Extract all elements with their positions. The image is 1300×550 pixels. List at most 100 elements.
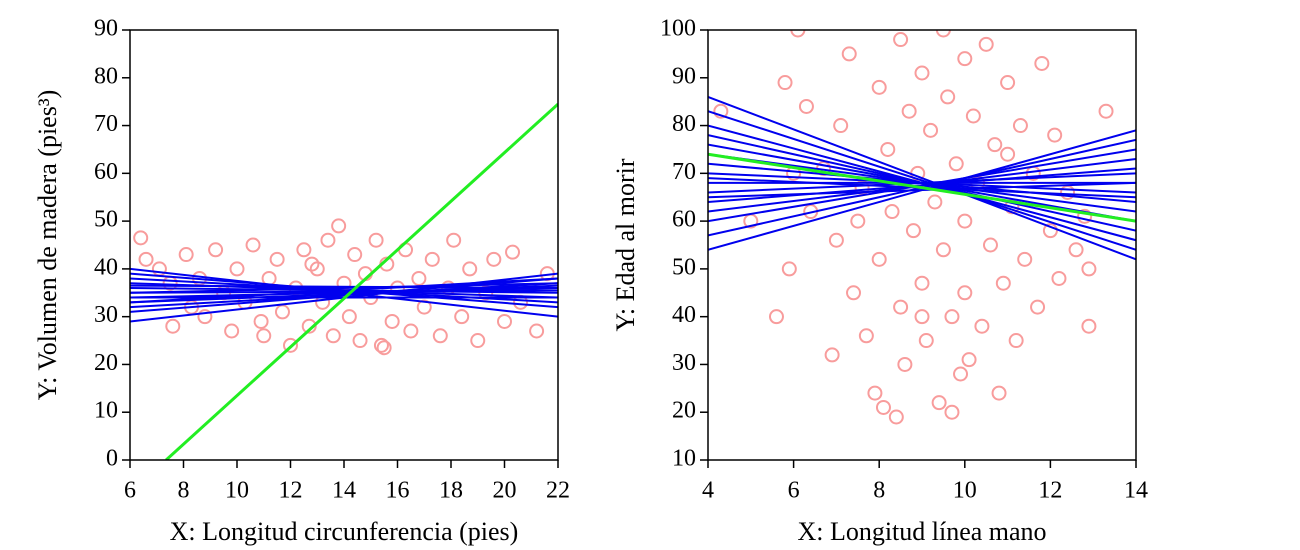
point [871, 251, 887, 267]
point [957, 213, 973, 229]
point [1034, 55, 1050, 71]
point [781, 261, 797, 277]
point [1077, 208, 1093, 224]
point [165, 318, 181, 334]
point [1081, 318, 1097, 334]
fit-line [130, 282, 558, 294]
point [905, 223, 921, 239]
point [833, 118, 849, 134]
y-axis-label: Y: Edad al morir [611, 158, 640, 331]
x-tick-label: 10 [953, 478, 977, 504]
y-tick-label: 50 [672, 254, 696, 280]
point [1017, 251, 1033, 267]
point [940, 89, 956, 105]
y-tick-label: 60 [94, 159, 118, 185]
point [1081, 261, 1097, 277]
y-tick-label: 40 [94, 254, 118, 280]
x-tick-label: 6 [124, 478, 136, 504]
y-tick-label: 50 [94, 207, 118, 233]
y-tick-label: 0 [106, 446, 118, 472]
point [965, 108, 981, 124]
y-tick-label: 80 [94, 63, 118, 89]
point [914, 65, 930, 81]
point [416, 299, 432, 315]
point [331, 218, 347, 234]
x-tick-label: 18 [439, 478, 463, 504]
point [798, 98, 814, 114]
point [138, 251, 154, 267]
x-tick-label: 8 [873, 478, 885, 504]
plot-frame [129, 29, 559, 461]
point [325, 328, 341, 344]
point [1047, 127, 1063, 143]
x-tick-label: 10 [225, 478, 249, 504]
y-tick-label: 90 [94, 16, 118, 42]
fit-line [708, 152, 1136, 223]
x-tick-label: 14 [332, 478, 356, 504]
y-tick-label: 10 [672, 446, 696, 472]
point [897, 356, 913, 372]
y-tick-label: 70 [94, 111, 118, 137]
point [871, 79, 887, 95]
point [497, 313, 512, 329]
point [935, 30, 951, 38]
x-axis-label: X: Longitud circunferencia (pies) [170, 517, 519, 546]
y-tick-label: 30 [94, 302, 118, 328]
point [944, 309, 960, 325]
y-tick-label: 10 [94, 398, 118, 424]
point [320, 232, 336, 248]
point [927, 194, 943, 210]
point [777, 75, 793, 91]
point [790, 30, 806, 38]
point [931, 395, 947, 411]
point [486, 251, 502, 267]
point [914, 275, 930, 291]
point [283, 337, 298, 353]
point [828, 232, 844, 248]
x-tick-label: 4 [702, 478, 714, 504]
point [446, 232, 462, 248]
point [824, 347, 840, 363]
point [368, 232, 384, 248]
point [245, 237, 261, 253]
point [403, 323, 419, 339]
point [867, 385, 883, 401]
point [953, 366, 969, 382]
point [462, 261, 478, 277]
fit-line [708, 181, 1136, 199]
point [713, 103, 729, 119]
point [1030, 299, 1046, 315]
point [893, 32, 909, 48]
point [982, 237, 998, 253]
y-tick-label: 90 [672, 63, 696, 89]
x-tick-label: 14 [1124, 478, 1148, 504]
y-tick-label: 40 [672, 302, 696, 328]
point [454, 309, 470, 325]
point [529, 323, 545, 339]
plot-area [708, 30, 1136, 425]
x-tick-label: 6 [788, 478, 800, 504]
y-tick-label: 30 [672, 350, 696, 376]
point [961, 352, 977, 368]
point [301, 318, 317, 334]
point [884, 204, 900, 220]
point [424, 251, 440, 267]
point [978, 36, 994, 52]
y-tick-label: 20 [94, 350, 118, 376]
fit-line [708, 110, 1136, 251]
y-tick-label: 100 [660, 16, 696, 42]
point [914, 309, 930, 325]
fit-line [130, 284, 558, 289]
x-tick-label: 22 [546, 478, 570, 504]
point [208, 242, 224, 258]
point [893, 299, 909, 315]
fit-line [708, 167, 1136, 203]
point [1098, 103, 1114, 119]
point [178, 247, 194, 263]
point [1000, 146, 1016, 162]
y-tick-label: 70 [672, 159, 696, 185]
point [768, 309, 784, 325]
point [948, 156, 964, 172]
point [376, 340, 392, 356]
